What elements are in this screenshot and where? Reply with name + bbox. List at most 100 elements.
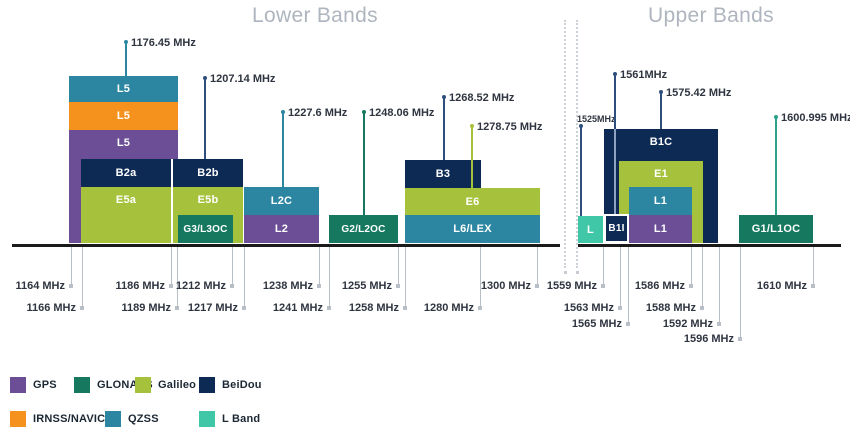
legend-swatch-irnss	[10, 411, 26, 427]
band-block-g2-l2oc: G2/L2OC	[329, 215, 398, 243]
bottom-marker-dot	[403, 306, 407, 310]
band-label-l2: L2	[274, 223, 289, 235]
band-block-lband: L	[578, 216, 603, 243]
bottom-marker-dot	[618, 306, 622, 310]
bottom-marker-line	[405, 247, 406, 308]
band-label-l2c: L2C	[270, 195, 293, 207]
bottom-marker-label: 1255 MHz	[341, 280, 392, 292]
bottom-marker-line	[71, 247, 72, 286]
bottom-marker-dot	[230, 284, 234, 288]
bottom-marker-label: 1565 MHz	[571, 318, 622, 330]
top-marker-line	[614, 75, 616, 129]
legend-label-lband: L Band	[222, 413, 261, 425]
bottom-marker-label: 1212 MHz	[175, 280, 226, 292]
bottom-marker-dot	[175, 306, 179, 310]
bottom-marker-dot	[242, 306, 246, 310]
legend-label-galileo: Galileo	[158, 379, 197, 391]
bottom-marker-line	[620, 247, 621, 308]
legend-label-gps: GPS	[33, 379, 57, 391]
bottom-marker-dot	[700, 306, 704, 310]
bottom-marker-dot	[689, 284, 693, 288]
band-block-b3: B3	[405, 160, 481, 188]
band-label-l6-lex: L6/LEX	[453, 223, 492, 235]
upper-frequency-axis	[578, 244, 841, 247]
top-marker-line	[443, 98, 445, 160]
top-marker-line	[660, 93, 662, 129]
bottom-marker-dot	[317, 284, 321, 288]
bottom-marker-line	[319, 247, 320, 286]
bottom-marker-line	[719, 247, 720, 324]
title-upper-bands: Upper Bands	[648, 4, 774, 27]
bottom-marker-line	[628, 247, 629, 324]
top-marker-inner-line	[614, 129, 616, 214]
band-label-g2-l2oc: G2/L2OC	[341, 223, 386, 235]
top-marker-label: 1268.52 MHz	[449, 92, 515, 104]
top-marker-line	[282, 113, 284, 187]
top-marker-dot	[579, 124, 583, 128]
top-marker-dot	[470, 124, 474, 128]
legend-swatch-beidou	[199, 377, 215, 393]
lower-frequency-axis	[12, 244, 560, 247]
bottom-marker-dot	[626, 322, 630, 326]
band-label-e6: E6	[465, 195, 480, 208]
bottom-marker-label: 1217 MHz	[187, 302, 238, 314]
band-block-l6-lex: L6/LEX	[405, 215, 540, 243]
band-label-l5-qzss: L5	[116, 83, 131, 95]
band-label-e1: E1	[654, 168, 668, 180]
band-label-lband: L	[587, 223, 594, 236]
band-label-g3-l3oc: G3/L3OC	[183, 223, 228, 235]
legend-swatch-glonass	[74, 377, 90, 393]
bottom-marker-line	[603, 247, 604, 286]
top-marker-dot	[281, 110, 285, 114]
bottom-marker-line	[82, 247, 83, 308]
bottom-marker-line	[329, 247, 330, 308]
band-label-b3: B3	[435, 168, 451, 180]
top-marker-label: 1561MHz	[620, 69, 668, 81]
bottom-marker-line	[232, 247, 233, 286]
bottom-marker-line	[244, 247, 245, 308]
legend-item-qzss: QZSS	[105, 411, 159, 427]
top-marker-dot	[442, 95, 446, 99]
top-marker-line	[471, 127, 473, 188]
legend-swatch-lband	[199, 411, 215, 427]
top-marker-label: 1227.6 MHz	[288, 107, 348, 119]
separator-end-dot	[564, 271, 567, 274]
band-label-b1c: B1C	[649, 136, 673, 148]
bottom-marker-line	[171, 247, 172, 286]
band-label-g1-l1oc: G1/L1OC	[751, 223, 801, 235]
bottom-marker-label: 1280 MHz	[423, 302, 474, 314]
top-marker-dot	[203, 76, 207, 80]
band-label-b1i: B1I	[608, 223, 625, 234]
bottom-marker-label: 1166 MHz	[26, 302, 76, 314]
bottom-marker-label: 1186 MHz	[115, 280, 165, 292]
top-marker-label: 1600.995 MHz	[781, 112, 850, 124]
band-block-l2c: L2C	[244, 187, 319, 215]
bottom-marker-line	[813, 247, 814, 286]
bottom-marker-label: 1588 MHz	[645, 302, 696, 314]
legend-swatch-galileo	[135, 377, 151, 393]
bottom-marker-line	[740, 247, 741, 339]
legend-label-beidou: BeiDou	[222, 379, 262, 391]
band-block-l1-gps: L1	[629, 215, 692, 243]
band-block-g1-l1oc: G1/L1OC	[739, 215, 813, 243]
top-marker-label: 1278.75 MHz	[477, 121, 543, 133]
bottom-marker-line	[480, 247, 481, 308]
band-block-b1i: B1I	[604, 214, 629, 243]
bottom-marker-label: 1559 MHz	[546, 280, 597, 292]
band-block-e5a: E5a	[81, 187, 171, 243]
bottom-marker-dot	[601, 284, 605, 288]
bottom-marker-dot	[811, 284, 815, 288]
bottom-marker-line	[691, 247, 692, 286]
band-block-b2a: B2a	[81, 159, 171, 187]
top-marker-line	[363, 113, 365, 215]
bottom-marker-label: 1586 MHz	[634, 280, 685, 292]
band-block-l2: L2	[244, 215, 319, 243]
band-label-e5b: E5b	[197, 194, 219, 206]
top-marker-dot	[613, 72, 617, 76]
band-block-l5-irnss: L5	[69, 102, 178, 130]
top-marker-dot	[774, 115, 778, 119]
bottom-marker-dot	[717, 322, 721, 326]
title-lower-bands: Lower Bands	[252, 4, 378, 27]
band-separator-line-right	[576, 20, 578, 268]
